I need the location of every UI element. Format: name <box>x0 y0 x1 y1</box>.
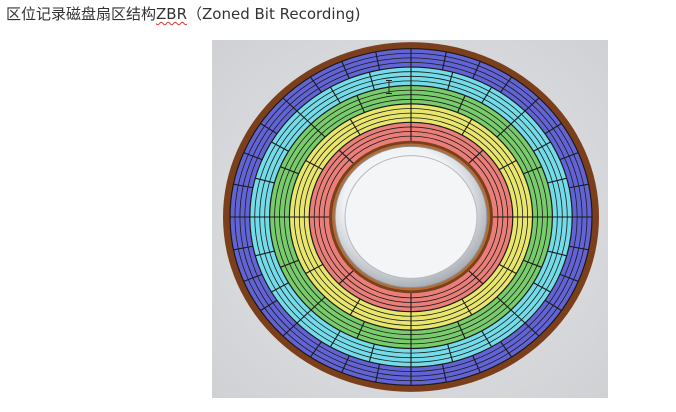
disk-diagram <box>212 40 608 398</box>
zbr-disk-figure <box>212 40 608 398</box>
caption-prefix: 区位记录磁盘扇区结构 <box>6 5 156 23</box>
disk-platter <box>223 42 599 392</box>
caption-zbr: ZBR <box>156 5 187 23</box>
caption-suffix: （Zoned Bit Recording) <box>187 5 360 23</box>
spindle-hole <box>345 156 477 279</box>
text-cursor-icon <box>386 80 392 94</box>
page-caption: 区位记录磁盘扇区结构ZBR（Zoned Bit Recording) <box>6 4 360 24</box>
